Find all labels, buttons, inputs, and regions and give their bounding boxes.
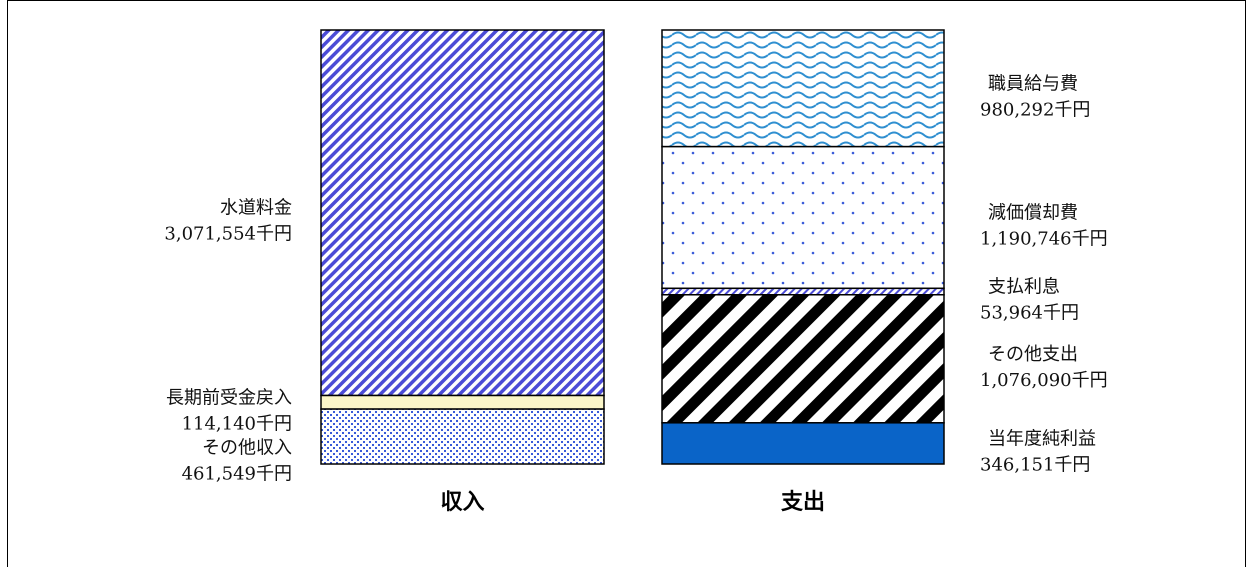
expense-label-1: 減価償却費 bbox=[988, 202, 1078, 223]
income-label-0: 水道料金 bbox=[220, 198, 292, 219]
expense-label-0: 職員給与費 bbox=[988, 73, 1078, 94]
expense-value-0: 980,292千円 bbox=[980, 99, 1090, 120]
income-value-2: 461,549千円 bbox=[182, 463, 292, 484]
expense-column-title: 支出 bbox=[781, 490, 825, 515]
expense-segment-1 bbox=[661, 145, 945, 290]
income-value-1: 114,140千円 bbox=[182, 413, 292, 434]
expense-segment-4 bbox=[661, 422, 945, 465]
expense-segment-3 bbox=[661, 294, 945, 424]
income-segment-1 bbox=[320, 394, 605, 410]
income-label-1: 長期前受金戻入 bbox=[166, 387, 292, 408]
expense-segment-0 bbox=[661, 29, 945, 148]
expense-value-2: 53,964千円 bbox=[980, 303, 1079, 324]
income-value-0: 3,071,554千円 bbox=[164, 224, 292, 245]
expense-value-1: 1,190,746千円 bbox=[980, 228, 1108, 249]
expense-value-4: 346,151千円 bbox=[980, 454, 1090, 475]
expense-label-2: 支払利息 bbox=[988, 277, 1060, 298]
income-segment-2 bbox=[320, 408, 605, 465]
expense-value-3: 1,076,090千円 bbox=[980, 370, 1108, 391]
income-label-2: その他収入 bbox=[202, 437, 292, 458]
income-column-title: 収入 bbox=[440, 490, 484, 515]
expense-label-4: 当年度純利益 bbox=[988, 428, 1096, 449]
income-segment-0 bbox=[320, 29, 605, 397]
expense-segment-2 bbox=[661, 287, 945, 296]
expense-label-3: その他支出 bbox=[988, 344, 1078, 365]
chart-frame bbox=[7, 0, 1246, 567]
